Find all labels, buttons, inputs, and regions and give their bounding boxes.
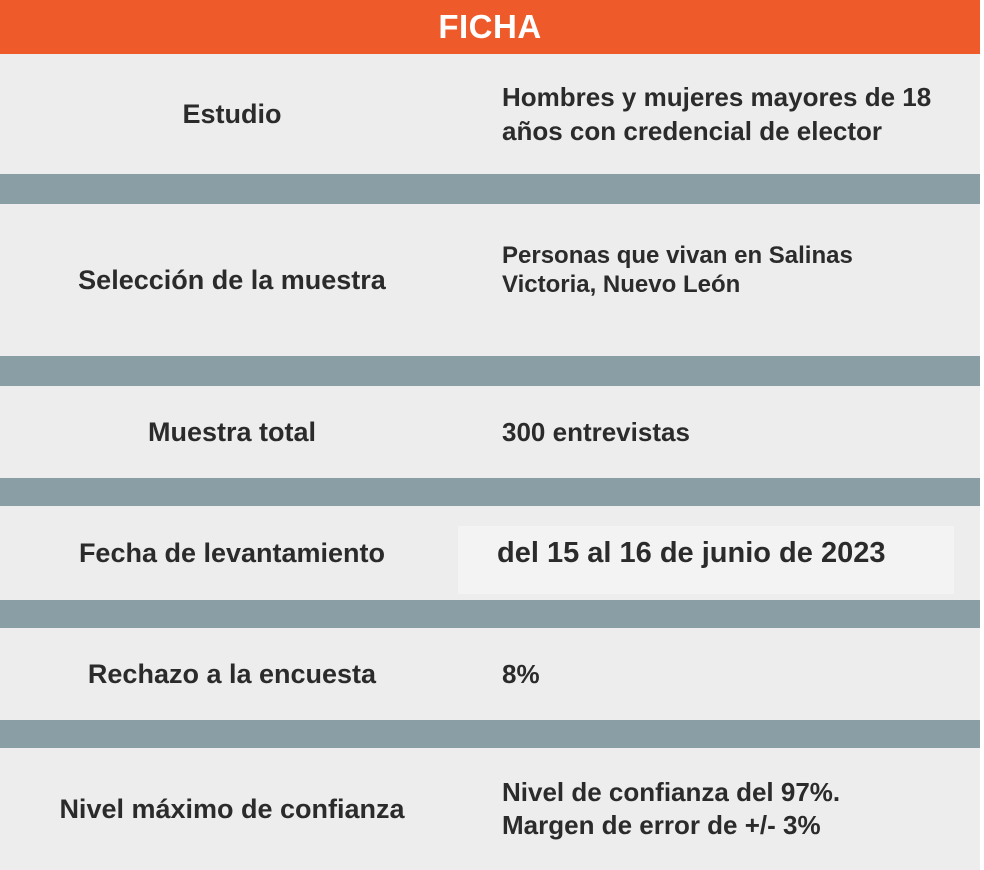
row-label: Selección de la muestra: [78, 265, 386, 295]
date-highlight-box: [458, 526, 954, 594]
row-value: 8%: [502, 658, 540, 689]
row-value-line: Nivel de confianza del 97%.: [502, 777, 841, 807]
table-row-seleccion: Selección de la muestra Personas que viv…: [0, 204, 980, 356]
row-separator: [0, 174, 980, 204]
row-value: Hombres y mujeres mayores de 18 años con…: [502, 82, 932, 146]
row-label: Muestra total: [147, 417, 317, 447]
row-separator: [0, 720, 980, 748]
table-row-confianza: Nivel máximo de confianza Nivel de confi…: [0, 748, 980, 870]
row-label: Nivel máximo de confianza: [59, 794, 405, 824]
row-value: 300 entrevistas: [502, 416, 690, 447]
row-label: Fecha de levantamiento: [78, 538, 386, 568]
row-value: Nivel de confianza del 97%. Margen de er…: [502, 748, 942, 870]
table-row-estudio: Estudio Hombres y mujeres mayores de 18 …: [0, 54, 980, 174]
table-row-rechazo: Rechazo a la encuesta 8%: [0, 628, 980, 720]
row-value: del 15 al 16 de junio de 2023: [497, 536, 886, 569]
row-value-line: Margen de error de +/- 3%: [502, 810, 821, 840]
row-separator: [0, 478, 980, 506]
table-row-muestra-total: Muestra total 300 entrevistas: [0, 386, 980, 478]
row-label: Estudio: [182, 99, 282, 129]
row-separator: [0, 356, 980, 386]
table-row-fecha: Fecha de levantamiento del 15 al 16 de j…: [0, 506, 980, 600]
table-header: FICHA: [0, 0, 980, 54]
row-label: Rechazo a la encuesta: [87, 659, 377, 689]
row-value: Personas que vivan en Salinas Victoria, …: [502, 242, 853, 298]
table-title: FICHA: [438, 8, 542, 45]
row-separator: [0, 600, 980, 628]
